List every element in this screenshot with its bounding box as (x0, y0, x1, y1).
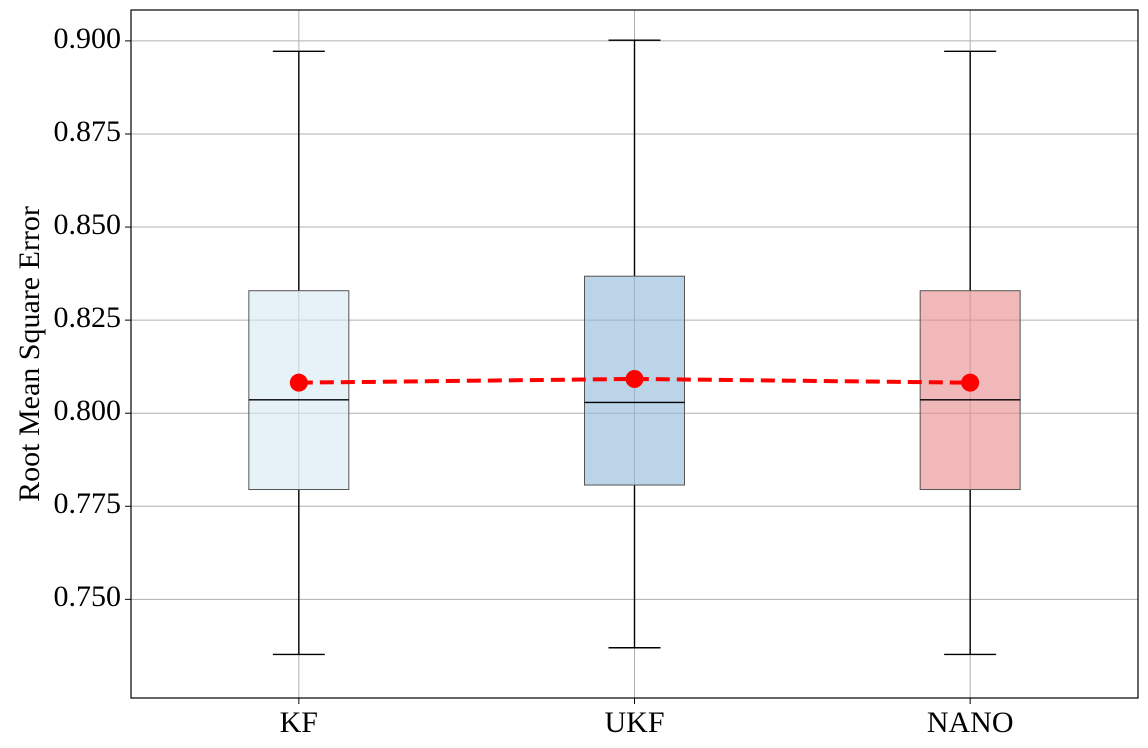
mean-marker (625, 369, 644, 388)
y-tick-label: 0.900 (54, 22, 122, 55)
y-tick-label: 0.875 (54, 115, 122, 148)
mean-layer (289, 369, 980, 392)
y-tick-label: 0.825 (54, 301, 122, 334)
box-layer (248, 39, 1021, 656)
x-tick-labels: KF UKF NANO (280, 698, 1014, 739)
y-tick-label: 0.800 (54, 394, 122, 427)
x-tick-label: NANO (927, 706, 1014, 739)
mean-marker (289, 373, 308, 392)
mean-marker (961, 373, 980, 392)
y-tick-labels: 0.750 0.775 0.800 0.825 0.850 0.875 0.900 (54, 22, 131, 613)
box-group-kf (248, 50, 350, 656)
box-group-ukf (584, 39, 685, 649)
y-tick-label: 0.750 (54, 580, 122, 613)
mean-trend-line (298, 376, 971, 385)
y-axis-title: Root Mean Square Error (13, 206, 46, 502)
y-tick-label: 0.850 (54, 208, 122, 241)
y-tick-label: 0.775 (54, 487, 122, 520)
x-tick-label: KF (280, 706, 318, 739)
box-group-nano (919, 50, 1021, 656)
x-tick-label: UKF (604, 706, 664, 739)
